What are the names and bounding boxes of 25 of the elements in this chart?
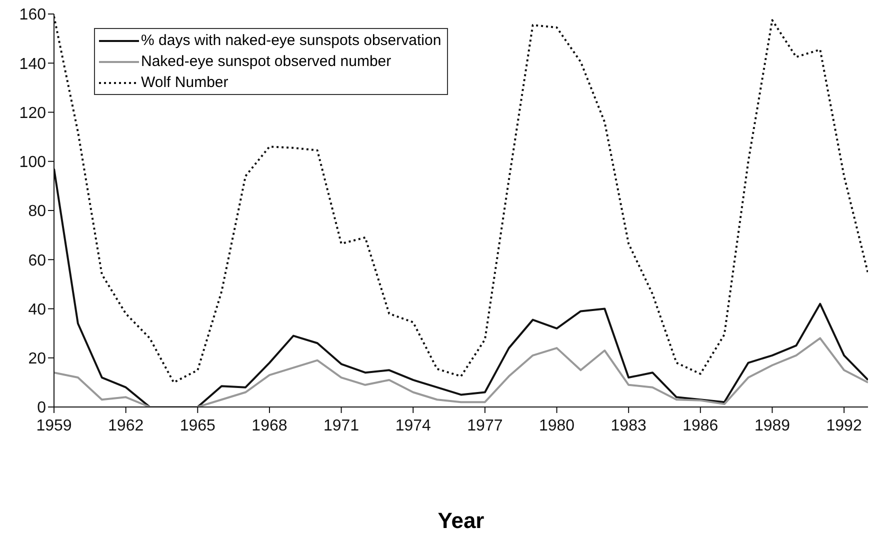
x-tick-label: 1962 <box>108 417 144 434</box>
y-tick-label: 120 <box>19 104 46 122</box>
y-tick-label: 140 <box>19 56 46 73</box>
x-tick-label: 1992 <box>826 417 862 434</box>
legend-label: Wolf Number <box>141 74 228 91</box>
y-tick-label: 20 <box>28 350 46 368</box>
y-tick-label: 40 <box>28 301 46 318</box>
y-tick-label: 60 <box>28 252 46 270</box>
y-tick-label: 80 <box>28 203 46 220</box>
x-tick-label: 1980 <box>538 417 575 434</box>
x-tick-label: 1974 <box>395 417 432 434</box>
x-tick-label: 1977 <box>467 417 503 434</box>
x-tick-label: 1986 <box>682 417 718 434</box>
legend-label: % days with naked-eye sunspots observation <box>141 32 442 49</box>
x-tick-label: 1989 <box>754 417 790 434</box>
x-tick-label: 1983 <box>610 417 646 434</box>
x-tick-label: 1968 <box>252 417 288 434</box>
y-tick-label: 100 <box>19 154 46 172</box>
x-tick-label: 1971 <box>323 417 360 434</box>
x-axis-title: Year <box>436 508 486 534</box>
y-tick-label: 160 <box>19 6 46 24</box>
y-tick-label: 0 <box>37 400 46 417</box>
x-tick-label: 1959 <box>36 417 72 434</box>
x-tick-label: 1965 <box>180 417 216 434</box>
legend-label: Naked-eye sunspot observed number <box>141 53 392 70</box>
